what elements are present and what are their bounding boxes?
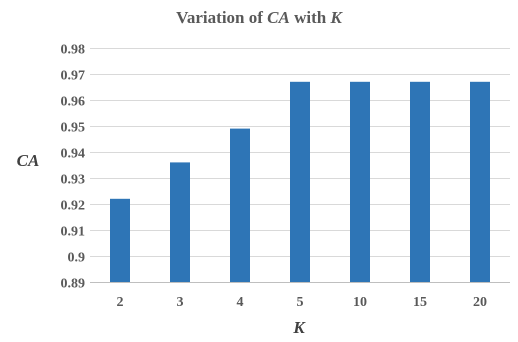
y-tick-label: 0.91 (61, 225, 86, 240)
y-tick-label: 0.97 (61, 69, 86, 84)
x-tick-label: 4 (237, 295, 244, 310)
chart-title: Variation of CA with K (176, 8, 343, 27)
y-tick-label: 0.98 (61, 43, 86, 58)
y-tick-label: 0.95 (61, 121, 86, 136)
y-tick-label: 0.93 (61, 173, 86, 188)
x-axis-tick-labels: 2 3 4 5 10 15 20 (117, 295, 488, 310)
chart-title-middle: with (290, 8, 331, 27)
y-tick-label: 0.92 (61, 199, 86, 214)
y-tick-label: 0.9 (68, 251, 86, 266)
bars (110, 81, 490, 282)
bar (350, 81, 370, 282)
x-axis-label: K (292, 318, 306, 337)
chart-title-prefix: Variation of (176, 8, 267, 27)
y-axis-label: CA (17, 151, 40, 170)
y-tick-label: 0.94 (61, 147, 86, 162)
x-tick-label: 10 (353, 295, 367, 310)
y-axis-tick-labels: 0.89 0.9 0.91 0.92 0.93 0.94 0.95 0.96 0.97 0.98 (61, 43, 86, 292)
chart-title-variable-ca: CA (267, 8, 290, 27)
bar (290, 81, 310, 282)
x-tick-label: 5 (297, 295, 304, 310)
bar (230, 128, 250, 282)
bar (170, 162, 190, 282)
x-tick-label: 15 (413, 295, 427, 310)
x-tick-label: 3 (177, 295, 184, 310)
bar (410, 81, 430, 282)
x-tick-label: 20 (473, 295, 487, 310)
chart-title-variable-k: K (329, 8, 343, 27)
bar (470, 81, 490, 282)
bar (110, 198, 130, 282)
y-tick-label: 0.96 (61, 95, 86, 110)
y-tick-label: 0.89 (61, 277, 86, 292)
x-tick-label: 2 (117, 295, 124, 310)
